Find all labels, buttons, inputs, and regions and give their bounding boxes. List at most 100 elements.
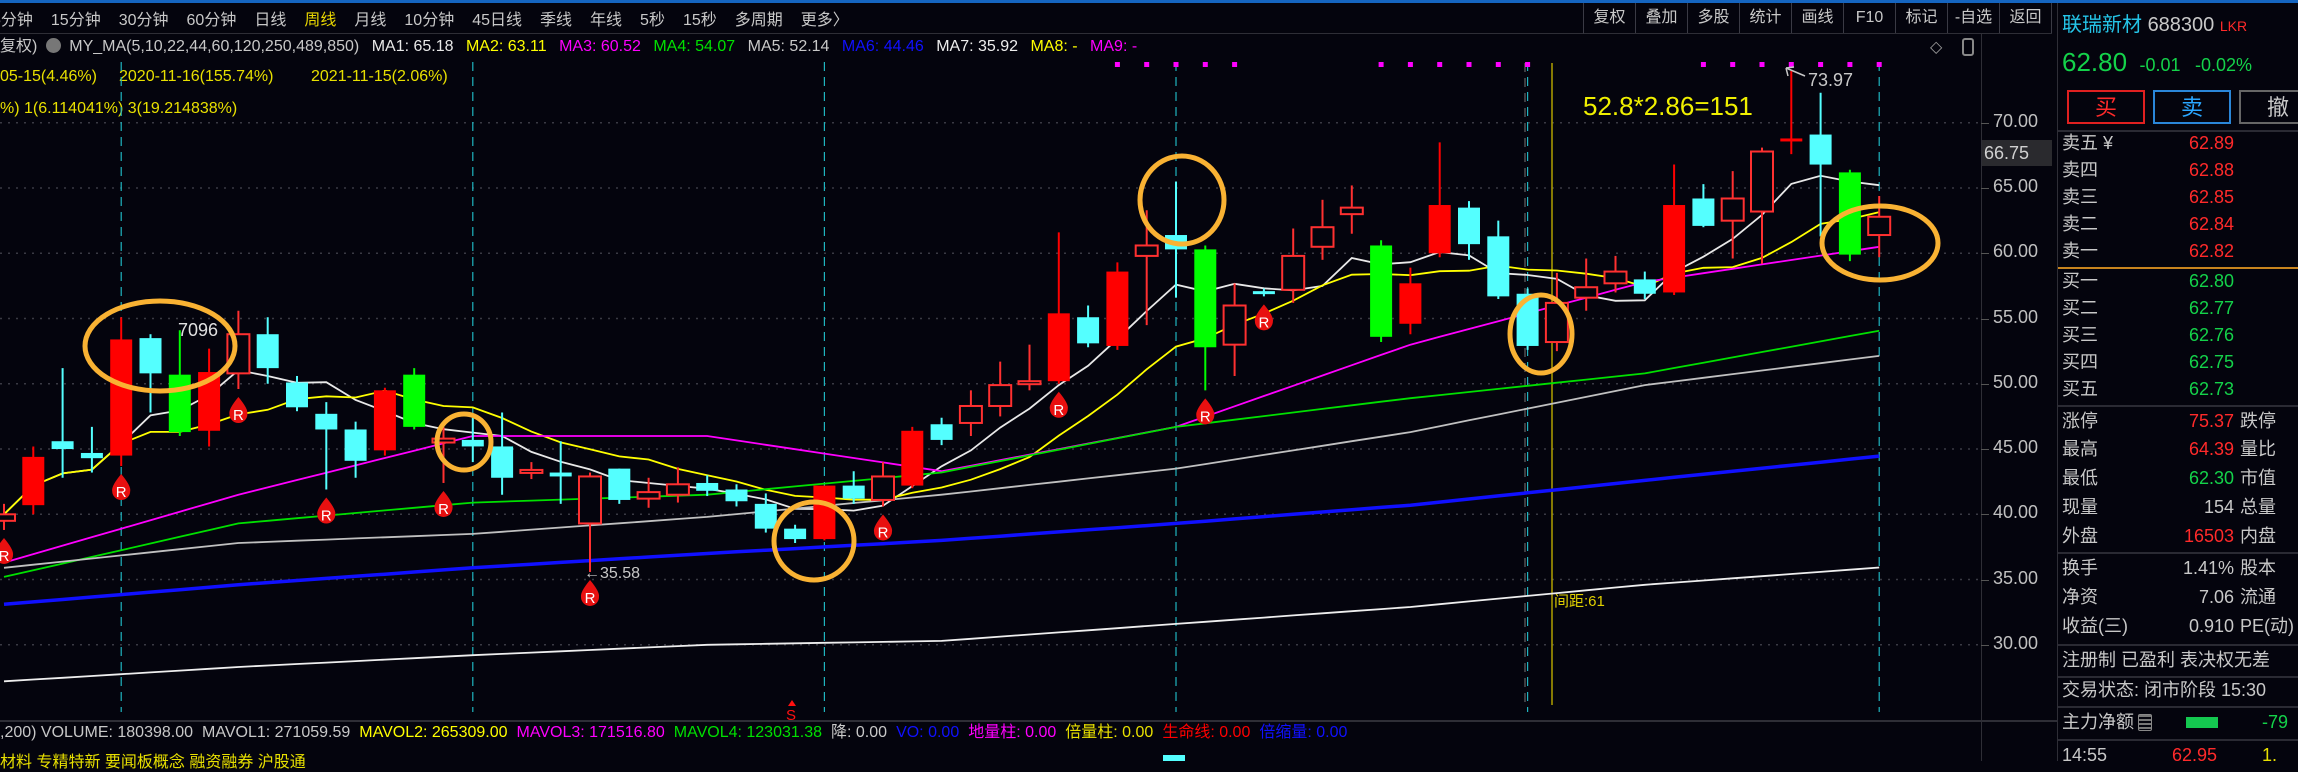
candle — [1281, 228, 1306, 303]
tab-more[interactable]: 更多〉 — [800, 12, 849, 29]
indicator-name[interactable]: MY_MA(5,10,22,44,60,120,250,489,850) — [69, 38, 360, 55]
ask-row[interactable]: 卖一 62.82 — [2062, 238, 2298, 264]
back-button[interactable]: 返回 — [2000, 3, 2052, 33]
signal-dot — [1759, 62, 1765, 67]
tab-quarterly[interactable]: 季线 — [540, 12, 573, 29]
bid-price: 62.77 — [2188, 298, 2234, 318]
candle-body — [461, 439, 484, 447]
ask-row[interactable]: 卖三 62.85 — [2062, 184, 2298, 210]
r-marker: R — [580, 579, 600, 607]
bid-price: 62.76 — [2188, 325, 2234, 345]
bid-price: 62.75 — [2188, 352, 2234, 372]
candle-body — [22, 456, 45, 506]
sell-button[interactable]: 卖 — [2153, 90, 2231, 124]
f10-button[interactable]: F10 — [1844, 3, 1896, 33]
candle — [1252, 288, 1275, 297]
r-marker-label: R — [1258, 314, 1269, 331]
bid-row[interactable]: 买一 62.80 — [2062, 268, 2298, 294]
ma5-value: MA5: 52.14 — [747, 38, 830, 55]
candle — [725, 484, 748, 507]
signal-dot — [1700, 62, 1706, 67]
tick-price: 62.95 — [2172, 745, 2218, 765]
candle-body — [1310, 226, 1335, 248]
candle — [1780, 70, 1803, 155]
stat-value: 1.41% — [2182, 558, 2234, 578]
price-line: 62.80 -0.01 -0.02% — [2062, 47, 2252, 78]
divider — [2058, 405, 2298, 407]
ask-price: 62.82 — [2188, 241, 2234, 261]
tab-daily[interactable]: 日线 — [254, 12, 287, 29]
tab-5sec[interactable]: 5秒 — [640, 12, 665, 29]
candle-body — [813, 485, 836, 540]
candle — [1692, 184, 1715, 228]
y-tick-label: 60.00 — [1993, 241, 2039, 262]
candle-body — [256, 334, 279, 369]
volume-legend-item: 倍缩量: 0.00 — [1259, 724, 1348, 741]
candle — [1663, 164, 1686, 296]
candle — [578, 472, 602, 572]
candle-body — [1750, 150, 1774, 213]
current-price-tag: 66.75 — [1982, 140, 2052, 166]
tab-weekly[interactable]: 周线 — [304, 12, 337, 29]
stat-label: 量比 — [2240, 439, 2276, 459]
cancel-button[interactable]: 撤 — [2239, 90, 2298, 124]
diamond-icon[interactable]: ◇ — [1930, 39, 1943, 56]
ask-price: 62.88 — [2188, 160, 2234, 180]
stock-code: 688300 — [2147, 14, 2215, 36]
candle — [286, 375, 308, 412]
buy-button[interactable]: 买 — [2067, 90, 2145, 124]
tab-15sec[interactable]: 15秒 — [682, 12, 717, 29]
list-icon[interactable] — [2138, 714, 2152, 731]
multi-stock-button[interactable]: 多股 — [1688, 3, 1740, 33]
ask-row[interactable]: 卖五 ¥ 62.89 — [2062, 130, 2298, 156]
candle-body — [608, 468, 631, 500]
volume-legend-item: ,200) VOLUME: 180398.00 — [0, 724, 194, 741]
candle-body — [725, 489, 748, 502]
stat-value: 62.30 — [2188, 468, 2234, 488]
candle — [1194, 245, 1217, 391]
signal-dot — [1788, 62, 1794, 67]
tab-yearly[interactable]: 年线 — [590, 12, 623, 29]
ma-legend: 复权) MY_MA(5,10,22,44,60,120,250,489,850)… — [0, 37, 1145, 57]
candle-body — [168, 374, 191, 433]
candle — [871, 462, 895, 507]
overlay-button[interactable]: 叠加 — [1636, 3, 1688, 33]
stat-value: 154 — [2203, 497, 2234, 517]
tab-multi-period[interactable]: 多周期 — [734, 12, 783, 29]
candle — [1399, 267, 1422, 335]
panel-toggle-icon[interactable] — [1962, 38, 1974, 56]
candle — [373, 387, 396, 456]
draw-line-button[interactable]: 画线 — [1792, 3, 1844, 33]
candle — [813, 485, 836, 541]
ma-line-ma1 — [3, 174, 1880, 515]
low-label: ←35.58 — [584, 565, 640, 582]
bid-price: 62.73 — [2188, 379, 2234, 399]
ma-line-ma5 — [3, 355, 1880, 569]
ask-row[interactable]: 卖四 62.88 — [2062, 157, 2298, 183]
remove-watchlist-button[interactable]: -自选 — [1948, 3, 2000, 33]
indicator-dropdown-icon[interactable] — [45, 38, 61, 53]
bid-row[interactable]: 买三 62.76 — [2062, 322, 2298, 348]
bid-row[interactable]: 买四 62.75 — [2062, 349, 2298, 375]
statistics-button[interactable]: 统计 — [1740, 3, 1792, 33]
bid-row[interactable]: 买二 62.77 — [2062, 295, 2298, 321]
highlight-ring — [1507, 292, 1575, 376]
tab-45day[interactable]: 45日线 — [472, 12, 523, 29]
stat-value: 16503 — [2183, 526, 2234, 546]
ask-row[interactable]: 卖二 62.84 — [2062, 211, 2298, 237]
tab-15min[interactable]: 15分钟 — [50, 12, 101, 29]
stock-tags: 注册制 已盈利 表决权无差 — [2062, 650, 2271, 670]
tab-10min[interactable]: 10分钟 — [404, 12, 455, 29]
tab-5min[interactable]: 5分钟 — [0, 12, 33, 29]
stat-value: 75.37 — [2188, 411, 2234, 431]
tab-monthly[interactable]: 月线 — [354, 12, 387, 29]
tab-30min[interactable]: 30分钟 — [118, 12, 169, 29]
bid-row[interactable]: 买五 62.73 — [2062, 376, 2298, 402]
r-marker: R — [0, 537, 14, 565]
restore-rights-button[interactable]: 复权 — [1584, 3, 1636, 33]
mark-button[interactable]: 标记 — [1896, 3, 1948, 33]
candle-body — [1516, 293, 1539, 346]
candle — [1574, 258, 1599, 311]
candlestick-chart[interactable]: R R R R R R R R R R 7096 ←35.58 73.97 52.8*2.86=151 间距… — [0, 0, 1981, 722]
tab-60min[interactable]: 60分钟 — [186, 12, 237, 29]
